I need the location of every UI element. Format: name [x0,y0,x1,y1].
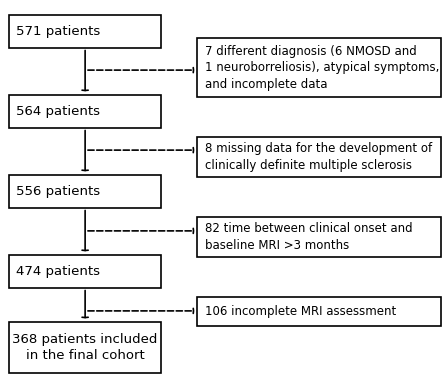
Text: 7 different diagnosis (6 NMOSD and
1 neuroborreliosis), atypical symptoms,
and i: 7 different diagnosis (6 NMOSD and 1 neu… [205,45,439,91]
Bar [9,95,161,128]
Bar [197,38,441,97]
Text: 106 incomplete MRI assessment: 106 incomplete MRI assessment [205,305,396,318]
Bar [9,15,161,48]
Text: 571 patients: 571 patients [16,25,100,38]
Bar [197,297,441,326]
Text: 368 patients included
in the final cohort: 368 patients included in the final cohor… [13,333,158,362]
Bar [197,137,441,177]
Text: 564 patients: 564 patients [16,105,99,118]
Bar [197,217,441,257]
Text: 82 time between clinical onset and
baseline MRI >3 months: 82 time between clinical onset and basel… [205,223,413,252]
Bar [9,322,161,373]
Text: 474 patients: 474 patients [16,265,99,278]
Text: 8 missing data for the development of
clinically definite multiple sclerosis: 8 missing data for the development of cl… [205,142,432,172]
Bar [9,175,161,208]
Bar [9,255,161,288]
Text: 556 patients: 556 patients [16,185,100,198]
